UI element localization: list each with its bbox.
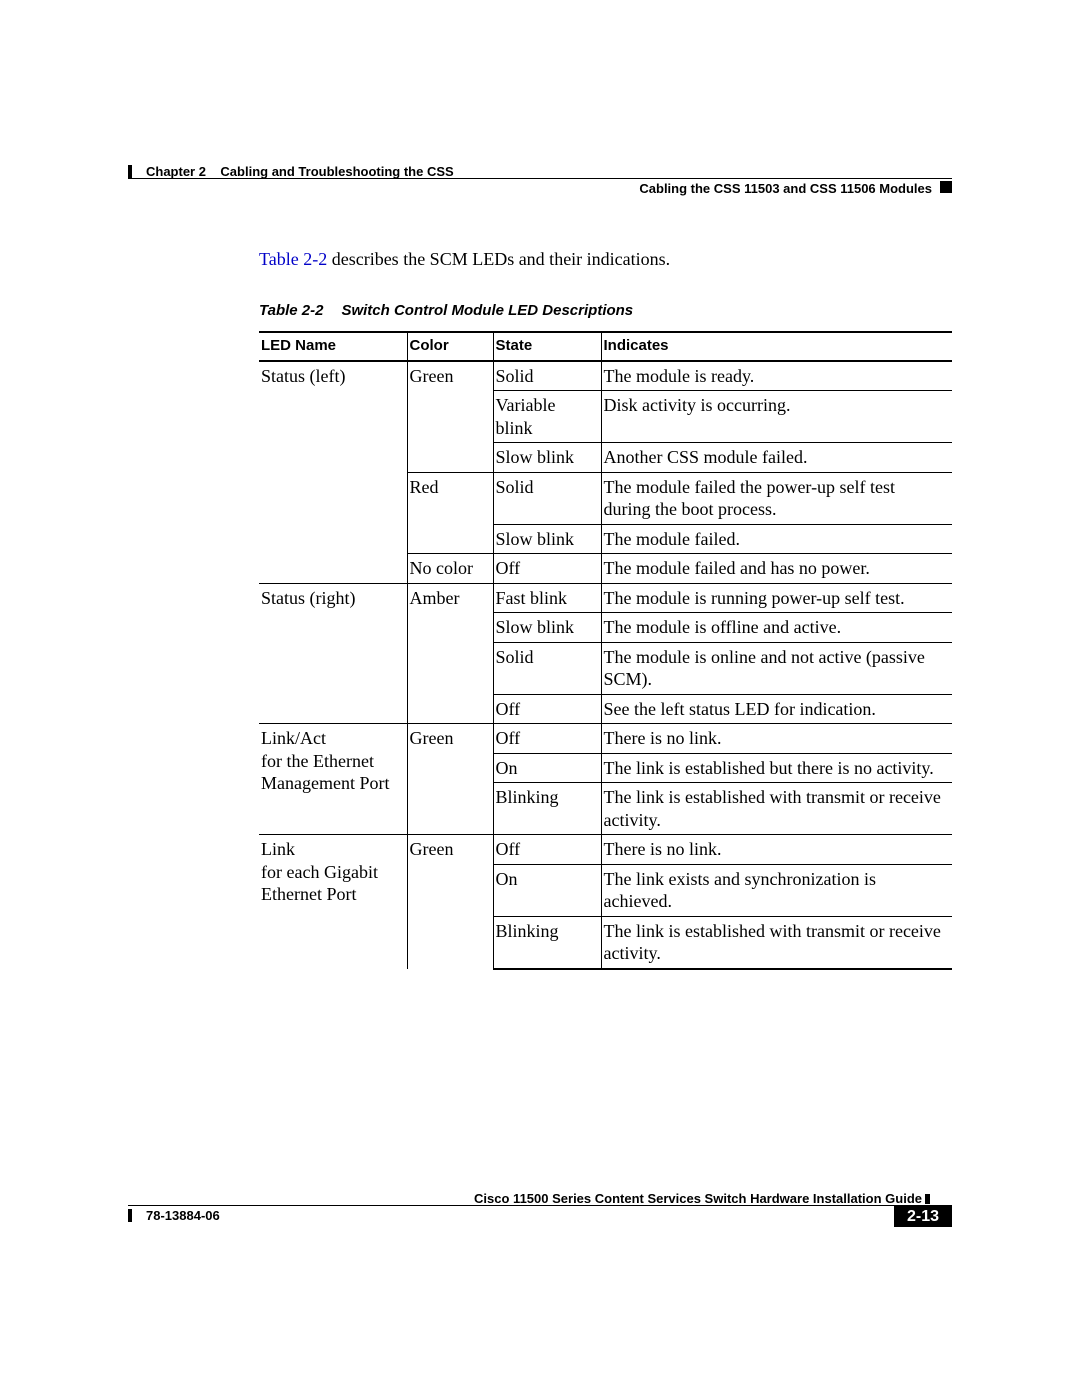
cell-state: Off bbox=[493, 724, 601, 754]
cell-indicates: The link exists and synchronization is a… bbox=[601, 864, 952, 916]
col-indicates: Indicates bbox=[601, 332, 952, 361]
cell-indicates: The link is established but there is no … bbox=[601, 753, 952, 783]
cell-indicates: The module failed the power-up self test… bbox=[601, 472, 952, 524]
cell-color: Green bbox=[407, 724, 493, 835]
cell-state: Slow blink bbox=[493, 613, 601, 643]
section-title: Cabling the CSS 11503 and CSS 11506 Modu… bbox=[639, 181, 932, 196]
cell-indicates: The module is online and not active (pas… bbox=[601, 642, 952, 694]
header-left-tick-icon bbox=[128, 165, 132, 178]
col-led-name: LED Name bbox=[259, 332, 407, 361]
table-reference-link[interactable]: Table 2-2 bbox=[259, 249, 327, 269]
cell-state: Fast blink bbox=[493, 583, 601, 613]
table-caption-title: Switch Control Module LED Descriptions bbox=[341, 302, 633, 319]
chapter-heading: Chapter 2 Cabling and Troubleshooting th… bbox=[146, 164, 454, 179]
footer-left-tick-icon bbox=[128, 1209, 132, 1222]
cell-state: Blinking bbox=[493, 783, 601, 835]
table-row: Status (left) Green Solid The module is … bbox=[259, 361, 952, 391]
chapter-label: Chapter 2 bbox=[146, 164, 206, 179]
cell-color: Green bbox=[407, 361, 493, 473]
cell-state: Off bbox=[493, 694, 601, 724]
table-caption-number: Table 2-2 bbox=[259, 302, 323, 319]
led-descriptions-table: LED Name Color State Indicates Status (l… bbox=[259, 331, 952, 970]
cell-state: Solid bbox=[493, 472, 601, 524]
cell-led-name: Status (left) bbox=[259, 361, 407, 584]
cell-state: Variable blink bbox=[493, 391, 601, 443]
page-header: Chapter 2 Cabling and Troubleshooting th… bbox=[128, 163, 952, 197]
cell-state: Slow blink bbox=[493, 524, 601, 554]
content-area: Table 2-2 describes the SCM LEDs and the… bbox=[259, 249, 952, 970]
cell-color: Amber bbox=[407, 583, 493, 724]
intro-paragraph: Table 2-2 describes the SCM LEDs and the… bbox=[259, 249, 952, 270]
cell-indicates: Another CSS module failed. bbox=[601, 443, 952, 473]
cell-state: Off bbox=[493, 554, 601, 584]
cell-indicates: The module is offline and active. bbox=[601, 613, 952, 643]
cell-led-name: Link/Actfor the Ethernet Management Port bbox=[259, 724, 407, 835]
cell-indicates: There is no link. bbox=[601, 724, 952, 754]
footer-right-tick-icon bbox=[925, 1194, 930, 1204]
page-footer: Cisco 11500 Series Content Services Swit… bbox=[128, 1191, 952, 1237]
table-caption: Table 2-2 Switch Control Module LED Descr… bbox=[259, 302, 952, 319]
cell-indicates: The module failed. bbox=[601, 524, 952, 554]
table-row: Linkfor each Gigabit Ethernet Port Green… bbox=[259, 835, 952, 865]
table-row: Link/Actfor the Ethernet Management Port… bbox=[259, 724, 952, 754]
table-row: Status (right) Amber Fast blink The modu… bbox=[259, 583, 952, 613]
cell-indicates: There is no link. bbox=[601, 835, 952, 865]
cell-state: On bbox=[493, 753, 601, 783]
cell-indicates: Disk activity is occurring. bbox=[601, 391, 952, 443]
chapter-title: Cabling and Troubleshooting the CSS bbox=[220, 164, 453, 179]
cell-color: Green bbox=[407, 835, 493, 969]
cell-color: No color bbox=[407, 554, 493, 584]
cell-indicates: The link is established with transmit or… bbox=[601, 783, 952, 835]
cell-state: Off bbox=[493, 835, 601, 865]
cell-state: On bbox=[493, 864, 601, 916]
cell-indicates: The link is established with transmit or… bbox=[601, 916, 952, 969]
doc-number: 78-13884-06 bbox=[146, 1208, 220, 1223]
intro-rest: describes the SCM LEDs and their indicat… bbox=[327, 249, 670, 269]
cell-state: Slow blink bbox=[493, 443, 601, 473]
cell-led-name: Linkfor each Gigabit Ethernet Port bbox=[259, 835, 407, 969]
footer-rule bbox=[128, 1205, 952, 1206]
cell-led-name: Status (right) bbox=[259, 583, 407, 724]
cell-indicates: The module is running power-up self test… bbox=[601, 583, 952, 613]
cell-state: Blinking bbox=[493, 916, 601, 969]
page-number-box: 2-13 bbox=[894, 1206, 952, 1227]
cell-state: Solid bbox=[493, 361, 601, 391]
cell-indicates: The module failed and has no power. bbox=[601, 554, 952, 584]
table-header-row: LED Name Color State Indicates bbox=[259, 332, 952, 361]
col-state: State bbox=[493, 332, 601, 361]
guide-title: Cisco 11500 Series Content Services Swit… bbox=[474, 1191, 922, 1206]
cell-indicates: The module is ready. bbox=[601, 361, 952, 391]
header-rule bbox=[128, 178, 952, 179]
cell-indicates: See the left status LED for indication. bbox=[601, 694, 952, 724]
header-square-icon bbox=[940, 181, 952, 193]
cell-color: Red bbox=[407, 472, 493, 554]
cell-state: Solid bbox=[493, 642, 601, 694]
col-color: Color bbox=[407, 332, 493, 361]
